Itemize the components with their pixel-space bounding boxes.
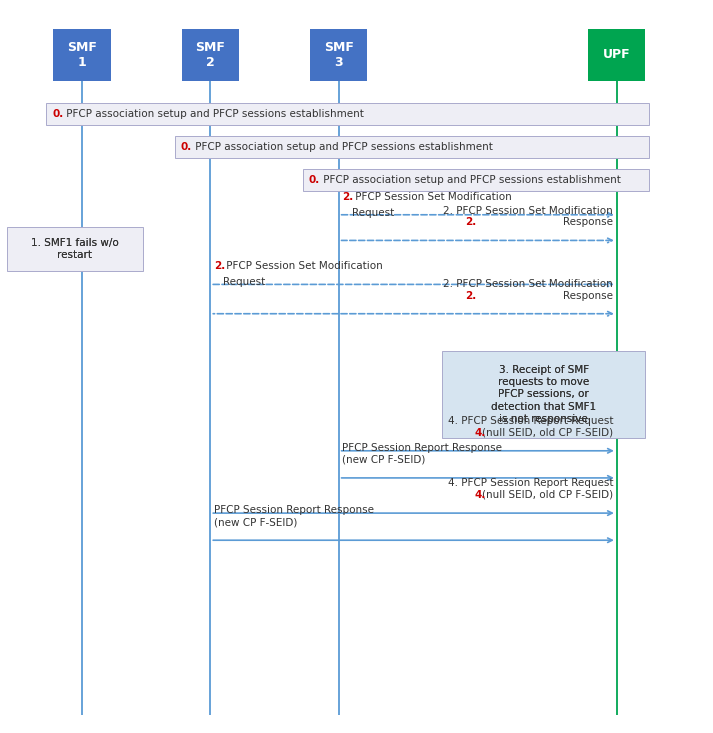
Text: 4.: 4.	[474, 490, 486, 500]
FancyBboxPatch shape	[46, 103, 649, 125]
Text: UPF: UPF	[603, 48, 630, 62]
Text: 1. SMF1 fails w/o
restart: 1. SMF1 fails w/o restart	[31, 238, 119, 260]
Text: 2.: 2.	[465, 217, 476, 227]
FancyBboxPatch shape	[303, 169, 649, 191]
Text: PFCP Session Set Modification: PFCP Session Set Modification	[352, 191, 511, 202]
FancyBboxPatch shape	[7, 227, 143, 271]
Text: PFCP association setup and PFCP sessions establishment: PFCP association setup and PFCP sessions…	[320, 174, 621, 185]
Text: SMF
3: SMF 3	[324, 41, 354, 69]
Text: SMF
2: SMF 2	[195, 41, 225, 69]
Text: 2.: 2.	[465, 290, 476, 301]
Text: 1. SMF1 fails w/o
restart: 1. SMF1 fails w/o restart	[31, 238, 119, 260]
Text: 0.: 0.	[52, 108, 63, 119]
FancyBboxPatch shape	[442, 351, 645, 438]
FancyBboxPatch shape	[53, 29, 111, 81]
Text: Request: Request	[352, 207, 394, 218]
Text: 3. Receipt of SMF
requests to move
PFCP sessions, or
detection that SMF1
is not : 3. Receipt of SMF requests to move PFCP …	[491, 364, 596, 424]
FancyBboxPatch shape	[310, 29, 367, 81]
Text: PFCP association setup and PFCP sessions establishment: PFCP association setup and PFCP sessions…	[63, 108, 364, 119]
Text: Request: Request	[223, 277, 265, 287]
Text: 4. PFCP Session Report Request
(null SEID, old CP F-SEID): 4. PFCP Session Report Request (null SEI…	[448, 479, 613, 500]
Text: PFCP association setup and PFCP sessions establishment: PFCP association setup and PFCP sessions…	[192, 141, 493, 152]
FancyBboxPatch shape	[182, 29, 239, 81]
Text: SMF
1: SMF 1	[67, 41, 97, 69]
Text: PFCP Session Report Response
(new CP F-SEID): PFCP Session Report Response (new CP F-S…	[214, 506, 374, 527]
FancyBboxPatch shape	[175, 136, 649, 158]
Text: 2. PFCP Session Set Modification
Response: 2. PFCP Session Set Modification Respons…	[443, 206, 613, 227]
Text: PFCP Session Set Modification: PFCP Session Set Modification	[223, 261, 383, 271]
Text: 4. PFCP Session Report Request
(null SEID, old CP F-SEID): 4. PFCP Session Report Request (null SEI…	[448, 416, 613, 438]
Text: 2.: 2.	[214, 261, 225, 271]
FancyBboxPatch shape	[588, 29, 645, 81]
Text: 2.: 2.	[342, 191, 354, 202]
Text: 0.: 0.	[180, 141, 192, 152]
Text: PFCP Session Report Response
(new CP F-SEID): PFCP Session Report Response (new CP F-S…	[342, 443, 502, 465]
Text: 4.: 4.	[474, 427, 486, 438]
Text: 0.: 0.	[309, 174, 320, 185]
Text: 3. Receipt of SMF
requests to move
PFCP sessions, or
detection that SMF1
is not : 3. Receipt of SMF requests to move PFCP …	[491, 364, 596, 424]
Text: 2. PFCP Session Set Modification
Response: 2. PFCP Session Set Modification Respons…	[443, 279, 613, 301]
